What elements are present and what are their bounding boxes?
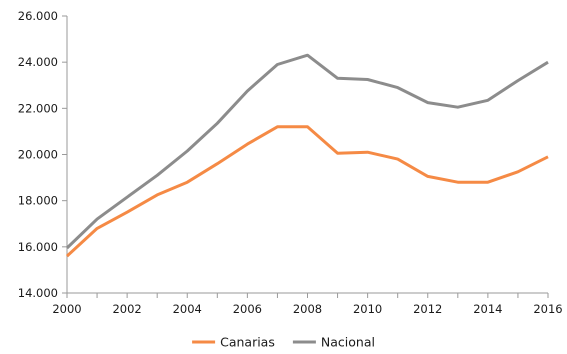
x-tick-label: 2006 xyxy=(233,302,262,316)
series-line-canarias xyxy=(65,125,549,258)
x-tick-label: 2016 xyxy=(533,302,562,316)
y-tick-label: 14.000 xyxy=(18,286,58,300)
legend: Canarias Nacional xyxy=(192,335,375,350)
legend-item-nacional: Nacional xyxy=(292,335,375,350)
series-lines xyxy=(65,53,549,258)
x-tick-label: 2000 xyxy=(52,302,81,316)
x-tick-label: 2012 xyxy=(413,302,442,316)
y-tick-label: 26.000 xyxy=(18,9,58,23)
series-line-nacional xyxy=(65,53,549,250)
x-tick-label: 2014 xyxy=(473,302,502,316)
tick-labels: 14.000 16.000 18.000 20.000 22.000 24.000 26.0… xyxy=(18,9,563,316)
axes xyxy=(62,15,549,298)
legend-item-canarias: Canarias xyxy=(192,335,275,350)
y-tick-label: 24.000 xyxy=(18,55,58,69)
y-tick-label: 20.000 xyxy=(18,148,58,162)
legend-label: Nacional xyxy=(321,335,375,350)
y-tick-label: 18.000 xyxy=(18,194,58,208)
legend-label: Canarias xyxy=(220,335,275,350)
y-tick-label: 22.000 xyxy=(18,101,58,115)
y-tick-label: 16.000 xyxy=(18,240,58,254)
x-tick-label: 2008 xyxy=(293,302,322,316)
x-tick-label: 2002 xyxy=(112,302,141,316)
x-tick-label: 2010 xyxy=(353,302,382,316)
x-tick-label: 2004 xyxy=(173,302,202,316)
